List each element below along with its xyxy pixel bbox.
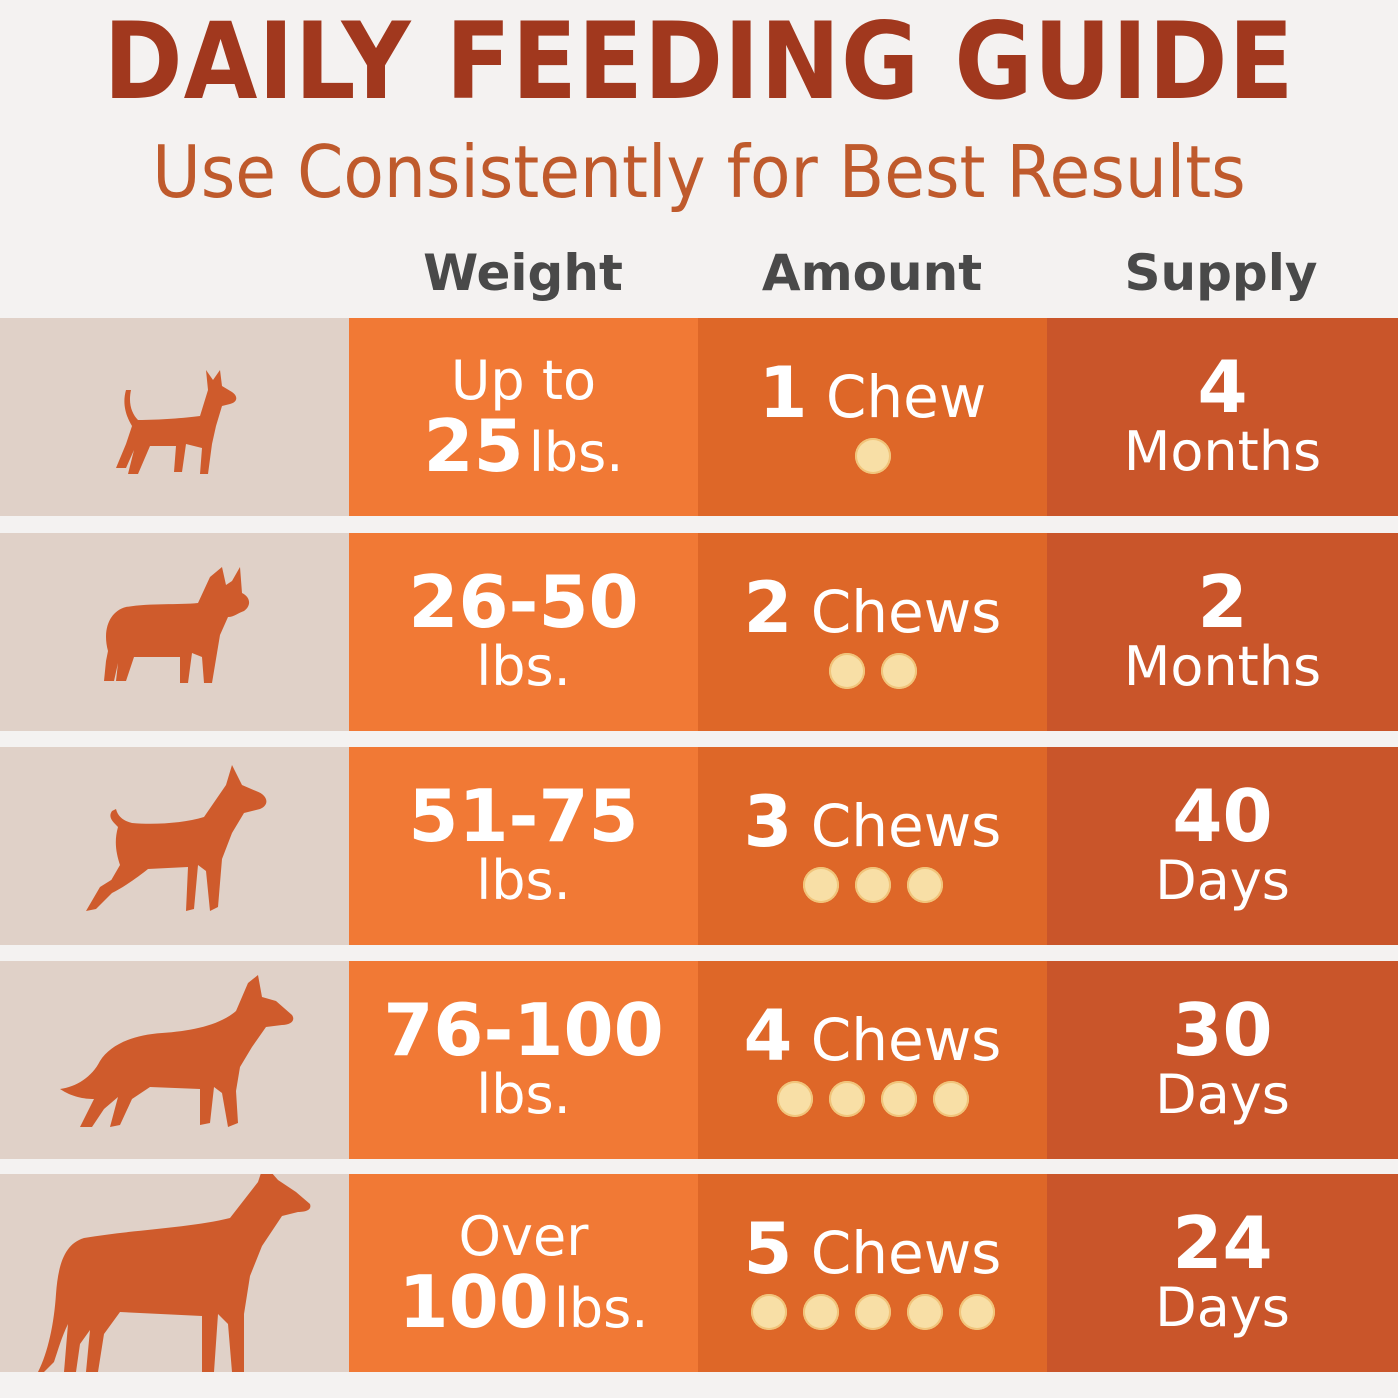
supply-unit: Months (1123, 420, 1322, 483)
weight-value: 100 (398, 1260, 549, 1344)
supply-cell: 2 Months (1047, 533, 1398, 731)
supply-unit: Days (1155, 1063, 1290, 1126)
weight-cell: 51-75 lbs. (349, 747, 698, 945)
weight-label: Over (458, 1205, 589, 1268)
pit-bull-silhouette-icon (0, 747, 349, 945)
chew-dots (750, 1294, 995, 1330)
weight-cell: Up to 25 lbs. (349, 318, 698, 516)
amount-unit: Chews (810, 1219, 1002, 1287)
amount-cell: 2 Chews (698, 533, 1047, 731)
supply-unit: Days (1155, 849, 1290, 912)
table-row: 76-100 lbs. 4 Chews 30 Days (0, 961, 1398, 1159)
great-dane-silhouette-icon (0, 1174, 349, 1372)
chew-dot-icon (828, 1081, 865, 1117)
amount-value: 4 (743, 995, 793, 1077)
chew-dot-icon (828, 653, 865, 689)
chew-dot-icon (802, 867, 839, 903)
weight-column-header: Weight (423, 244, 623, 302)
supply-unit: Days (1155, 1276, 1290, 1339)
weight-cell: Over 100 lbs. (349, 1174, 698, 1372)
weight-value: 25 (423, 404, 524, 488)
supply-value: 30 (1172, 988, 1273, 1072)
weight-unit: lbs. (476, 849, 571, 912)
weight-cell: 26-50 lbs. (349, 533, 698, 731)
chew-dot-icon (906, 867, 943, 903)
chew-dots (828, 653, 917, 689)
weight-value: 76-100 (383, 988, 664, 1072)
chew-dot-icon (854, 1294, 891, 1330)
amount-unit: Chews (810, 1006, 1002, 1074)
weight-unit: lbs. (476, 635, 571, 698)
table-row: Up to 25 lbs. 1 Chew 4 Months (0, 318, 1398, 516)
dog-icon-cell (0, 318, 349, 516)
amount-column-header: Amount (761, 244, 983, 302)
amount-unit: Chews (810, 792, 1002, 860)
dog-icon-cell (0, 533, 349, 731)
supply-cell: 24 Days (1047, 1174, 1398, 1372)
supply-value: 40 (1172, 774, 1273, 858)
supply-value: 4 (1197, 345, 1248, 429)
weight-unit: lbs. (476, 1063, 571, 1126)
table-row: 26-50 lbs. 2 Chews 2 Months (0, 533, 1398, 731)
supply-cell: 30 Days (1047, 961, 1398, 1159)
amount-unit: Chews (810, 578, 1002, 646)
amount-value: 3 (743, 781, 793, 863)
chew-dots (802, 867, 943, 903)
chew-dots (854, 438, 891, 474)
supply-cell: 4 Months (1047, 318, 1398, 516)
amount-cell: 3 Chews (698, 747, 1047, 945)
chew-dot-icon (880, 653, 917, 689)
weight-value: 26-50 (408, 560, 639, 644)
page-subtitle: Use Consistently for Best Results (152, 130, 1246, 214)
shepherd-silhouette-icon (0, 961, 349, 1159)
weight-label: Up to (450, 349, 597, 412)
chew-dot-icon (880, 1081, 917, 1117)
page-title: DAILY FEEDING GUIDE (103, 0, 1295, 123)
amount-cell: 5 Chews (698, 1174, 1047, 1372)
chew-dot-icon (854, 867, 891, 903)
dog-icon-cell (0, 1174, 349, 1372)
table-row: 51-75 lbs. 3 Chews 40 Days (0, 747, 1398, 945)
chew-dot-icon (776, 1081, 813, 1117)
amount-value: 1 (758, 352, 808, 434)
supply-column-header: Supply (1124, 244, 1318, 302)
chew-dot-icon (906, 1294, 943, 1330)
chew-dot-icon (802, 1294, 839, 1330)
chew-dots (776, 1081, 969, 1117)
chew-dot-icon (854, 438, 891, 474)
chew-dot-icon (958, 1294, 995, 1330)
weight-unit: lbs. (528, 421, 624, 484)
chew-dot-icon (750, 1294, 787, 1330)
supply-value: 2 (1197, 560, 1248, 644)
chew-dot-icon (932, 1081, 969, 1117)
dog-icon-cell (0, 747, 349, 945)
amount-cell: 4 Chews (698, 961, 1047, 1159)
dog-icon-cell (0, 961, 349, 1159)
weight-cell: 76-100 lbs. (349, 961, 698, 1159)
amount-value: 5 (743, 1208, 793, 1290)
amount-unit: Chew (825, 363, 987, 431)
table-row: Over 100 lbs. 5 Chews 24 Days (0, 1174, 1398, 1372)
french-bulldog-silhouette-icon (0, 533, 349, 731)
weight-unit: lbs. (553, 1277, 649, 1340)
amount-cell: 1 Chew (698, 318, 1047, 516)
chihuahua-silhouette-icon (0, 318, 349, 516)
supply-cell: 40 Days (1047, 747, 1398, 945)
weight-value: 51-75 (408, 774, 639, 858)
supply-value: 24 (1172, 1201, 1273, 1285)
amount-value: 2 (743, 567, 793, 649)
supply-unit: Months (1123, 635, 1322, 698)
